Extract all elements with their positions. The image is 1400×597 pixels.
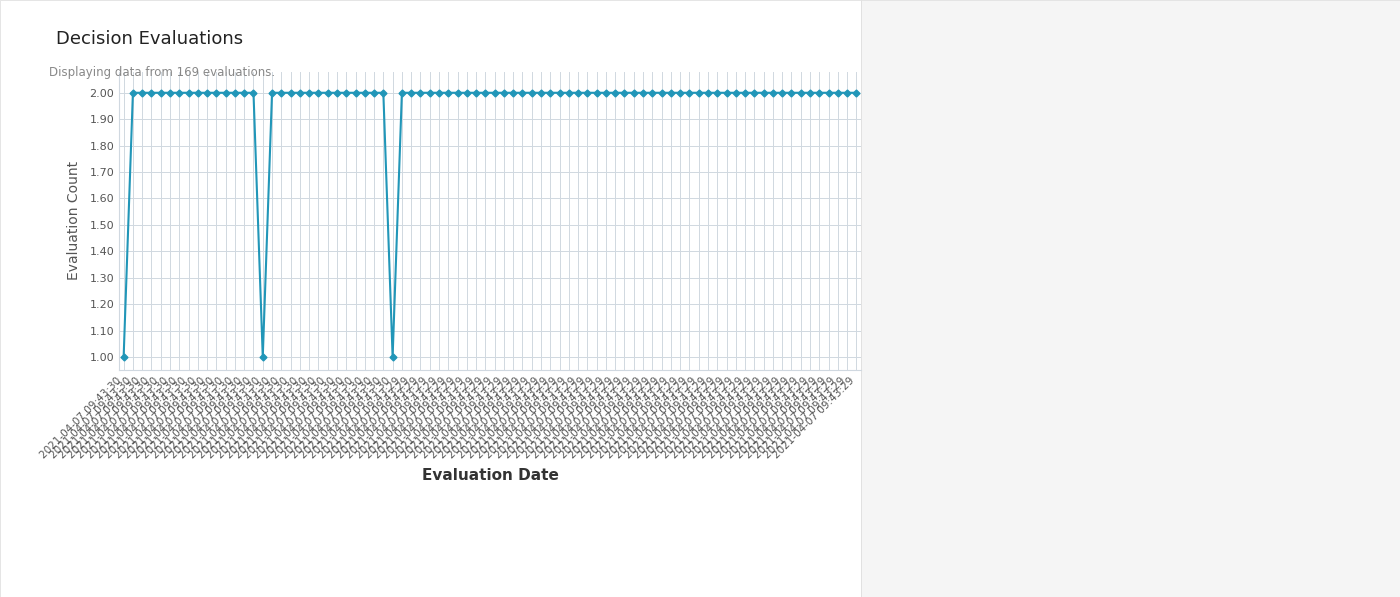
Text: Decision Evaluations: Decision Evaluations bbox=[56, 30, 244, 48]
Y-axis label: Evaluation Count: Evaluation Count bbox=[67, 161, 81, 281]
Text: Displaying data from 169 evaluations.: Displaying data from 169 evaluations. bbox=[49, 66, 276, 79]
X-axis label: Evaluation Date: Evaluation Date bbox=[421, 469, 559, 484]
